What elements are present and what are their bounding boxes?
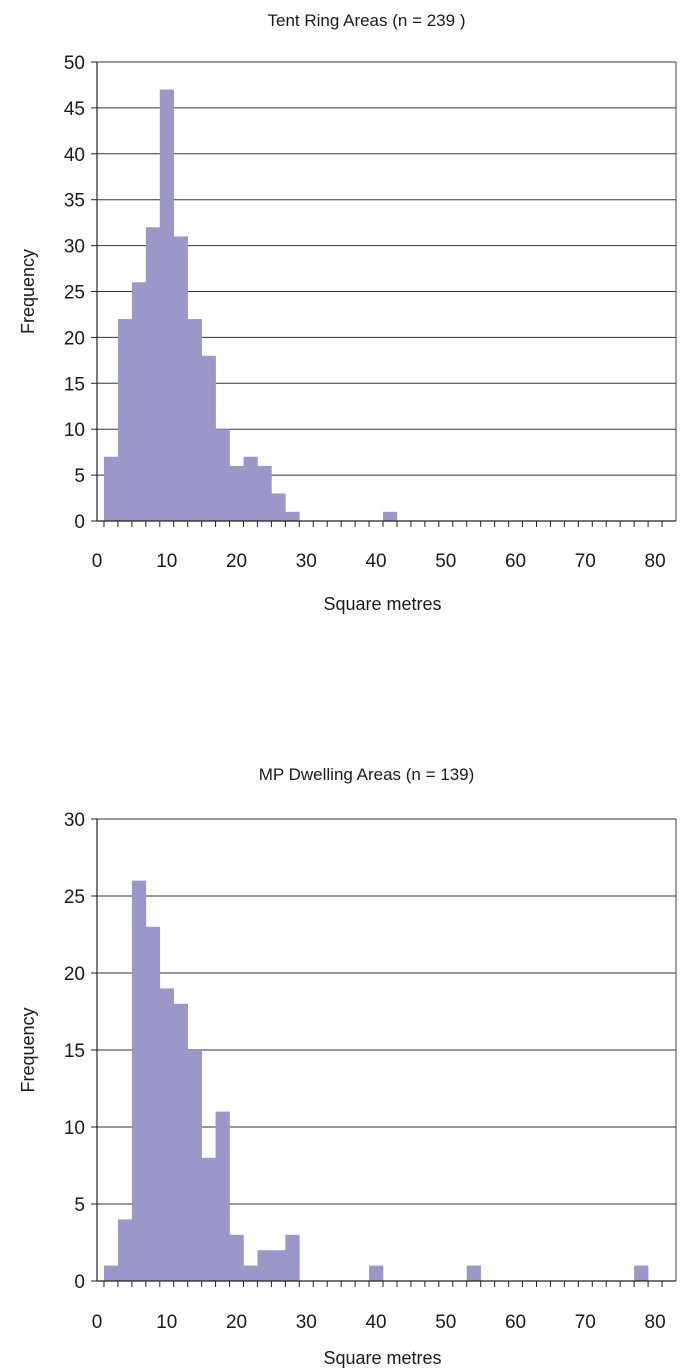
y-tick-label: 40	[64, 145, 85, 166]
histogram-bar	[201, 355, 216, 521]
y-tick-label: 35	[64, 191, 85, 212]
histogram-bar	[271, 493, 286, 521]
mp-dwelling-areas-chart: MP Dwelling Areas (n = 139) Frequency Sq…	[18, 765, 677, 1368]
x-tick-label: 10	[156, 551, 177, 572]
y-tick-label: 45	[64, 99, 85, 120]
x-tick-labels: 0 10 20 30 40 50 60 70 80	[92, 1312, 666, 1333]
x-axis-label: Square metres	[323, 1348, 441, 1368]
histogram-bar	[159, 89, 175, 521]
x-tick-label: 60	[505, 551, 526, 572]
histogram-bar	[103, 1265, 119, 1281]
y-tick-label: 20	[64, 964, 85, 985]
bars	[103, 89, 398, 522]
y-tick-label: 0	[74, 512, 85, 533]
y-tick-label: 10	[64, 1118, 85, 1139]
x-axis-label: Square metres	[323, 594, 441, 614]
y-tick-label: 0	[74, 1272, 85, 1293]
x-tick-label: 20	[226, 551, 247, 572]
axes	[91, 818, 676, 1287]
x-tick-label: 10	[156, 1312, 177, 1333]
chart-title: Tent Ring Areas (n = 239 )	[268, 11, 466, 30]
histogram-bar	[257, 1250, 272, 1281]
x-tick-label: 40	[365, 1312, 386, 1333]
x-tick-label: 30	[296, 551, 317, 572]
axes	[91, 61, 676, 527]
x-tick-label: 80	[645, 551, 666, 572]
histogram-bar	[173, 236, 188, 522]
y-tick-label: 25	[64, 887, 85, 908]
histogram-bar	[257, 465, 272, 521]
histogram-bar	[145, 926, 161, 1281]
x-tick-label: 70	[575, 551, 596, 572]
y-tick-labels: 0 5 10 15 20 25 30	[64, 810, 85, 1293]
histogram-bar	[271, 1250, 286, 1281]
histogram-bar	[215, 1111, 230, 1281]
x-tick-label: 60	[505, 1312, 526, 1333]
y-tick-label: 10	[64, 420, 85, 441]
histogram-bar	[229, 1234, 244, 1281]
histogram-bar	[229, 465, 244, 521]
bars	[103, 880, 649, 1281]
histogram-bar	[285, 1234, 300, 1281]
chart-title: MP Dwelling Areas (n = 139)	[259, 765, 475, 784]
x-tick-label: 50	[435, 1312, 456, 1333]
histogram-bar	[383, 511, 398, 521]
y-tick-label: 30	[64, 237, 85, 258]
histogram-bar	[201, 1157, 216, 1281]
histogram-bar	[131, 880, 147, 1281]
x-tick-label: 80	[645, 1312, 666, 1333]
histogram-bar	[145, 227, 161, 522]
x-tick-label: 0	[92, 551, 103, 572]
y-tick-label: 50	[64, 53, 85, 74]
histogram-bar	[103, 456, 119, 521]
y-tick-label: 5	[74, 466, 85, 487]
histogram-bar	[634, 1265, 649, 1281]
y-axis-label: Frequency	[18, 249, 38, 334]
histogram-bar	[243, 1265, 258, 1281]
histogram-bar	[117, 319, 133, 521]
y-tick-labels: 0 5 10 15 20 25 30 35 40 45 50	[64, 53, 85, 533]
histogram-bar	[285, 511, 300, 521]
histogram-bar	[369, 1265, 384, 1281]
y-tick-label: 15	[64, 374, 85, 395]
histogram-bar	[215, 429, 230, 521]
x-tick-label: 20	[226, 1312, 247, 1333]
histogram-bar	[159, 988, 175, 1281]
y-tick-label: 25	[64, 283, 85, 304]
y-tick-label: 5	[74, 1195, 85, 1216]
y-tick-label: 20	[64, 328, 85, 349]
histogram-bar	[117, 1219, 133, 1281]
x-tick-labels: 0 10 20 30 40 50 60 70 80	[92, 551, 666, 572]
y-tick-label: 15	[64, 1041, 85, 1062]
x-tick-label: 0	[92, 1312, 103, 1333]
x-tick-label: 30	[296, 1312, 317, 1333]
x-tick-label: 50	[435, 551, 456, 572]
histogram-bar	[131, 282, 147, 521]
histogram-bar	[187, 1050, 202, 1281]
tent-ring-areas-chart: Tent Ring Areas (n = 239 ) Frequency Squ…	[18, 11, 677, 614]
histogram-bar	[173, 1003, 188, 1281]
histogram-bar	[243, 456, 258, 521]
histogram-bar	[466, 1265, 481, 1281]
y-tick-label: 30	[64, 810, 85, 831]
y-axis-label: Frequency	[18, 1007, 38, 1092]
x-tick-label: 70	[575, 1312, 596, 1333]
histogram-bar	[187, 319, 202, 521]
x-tick-label: 40	[365, 551, 386, 572]
